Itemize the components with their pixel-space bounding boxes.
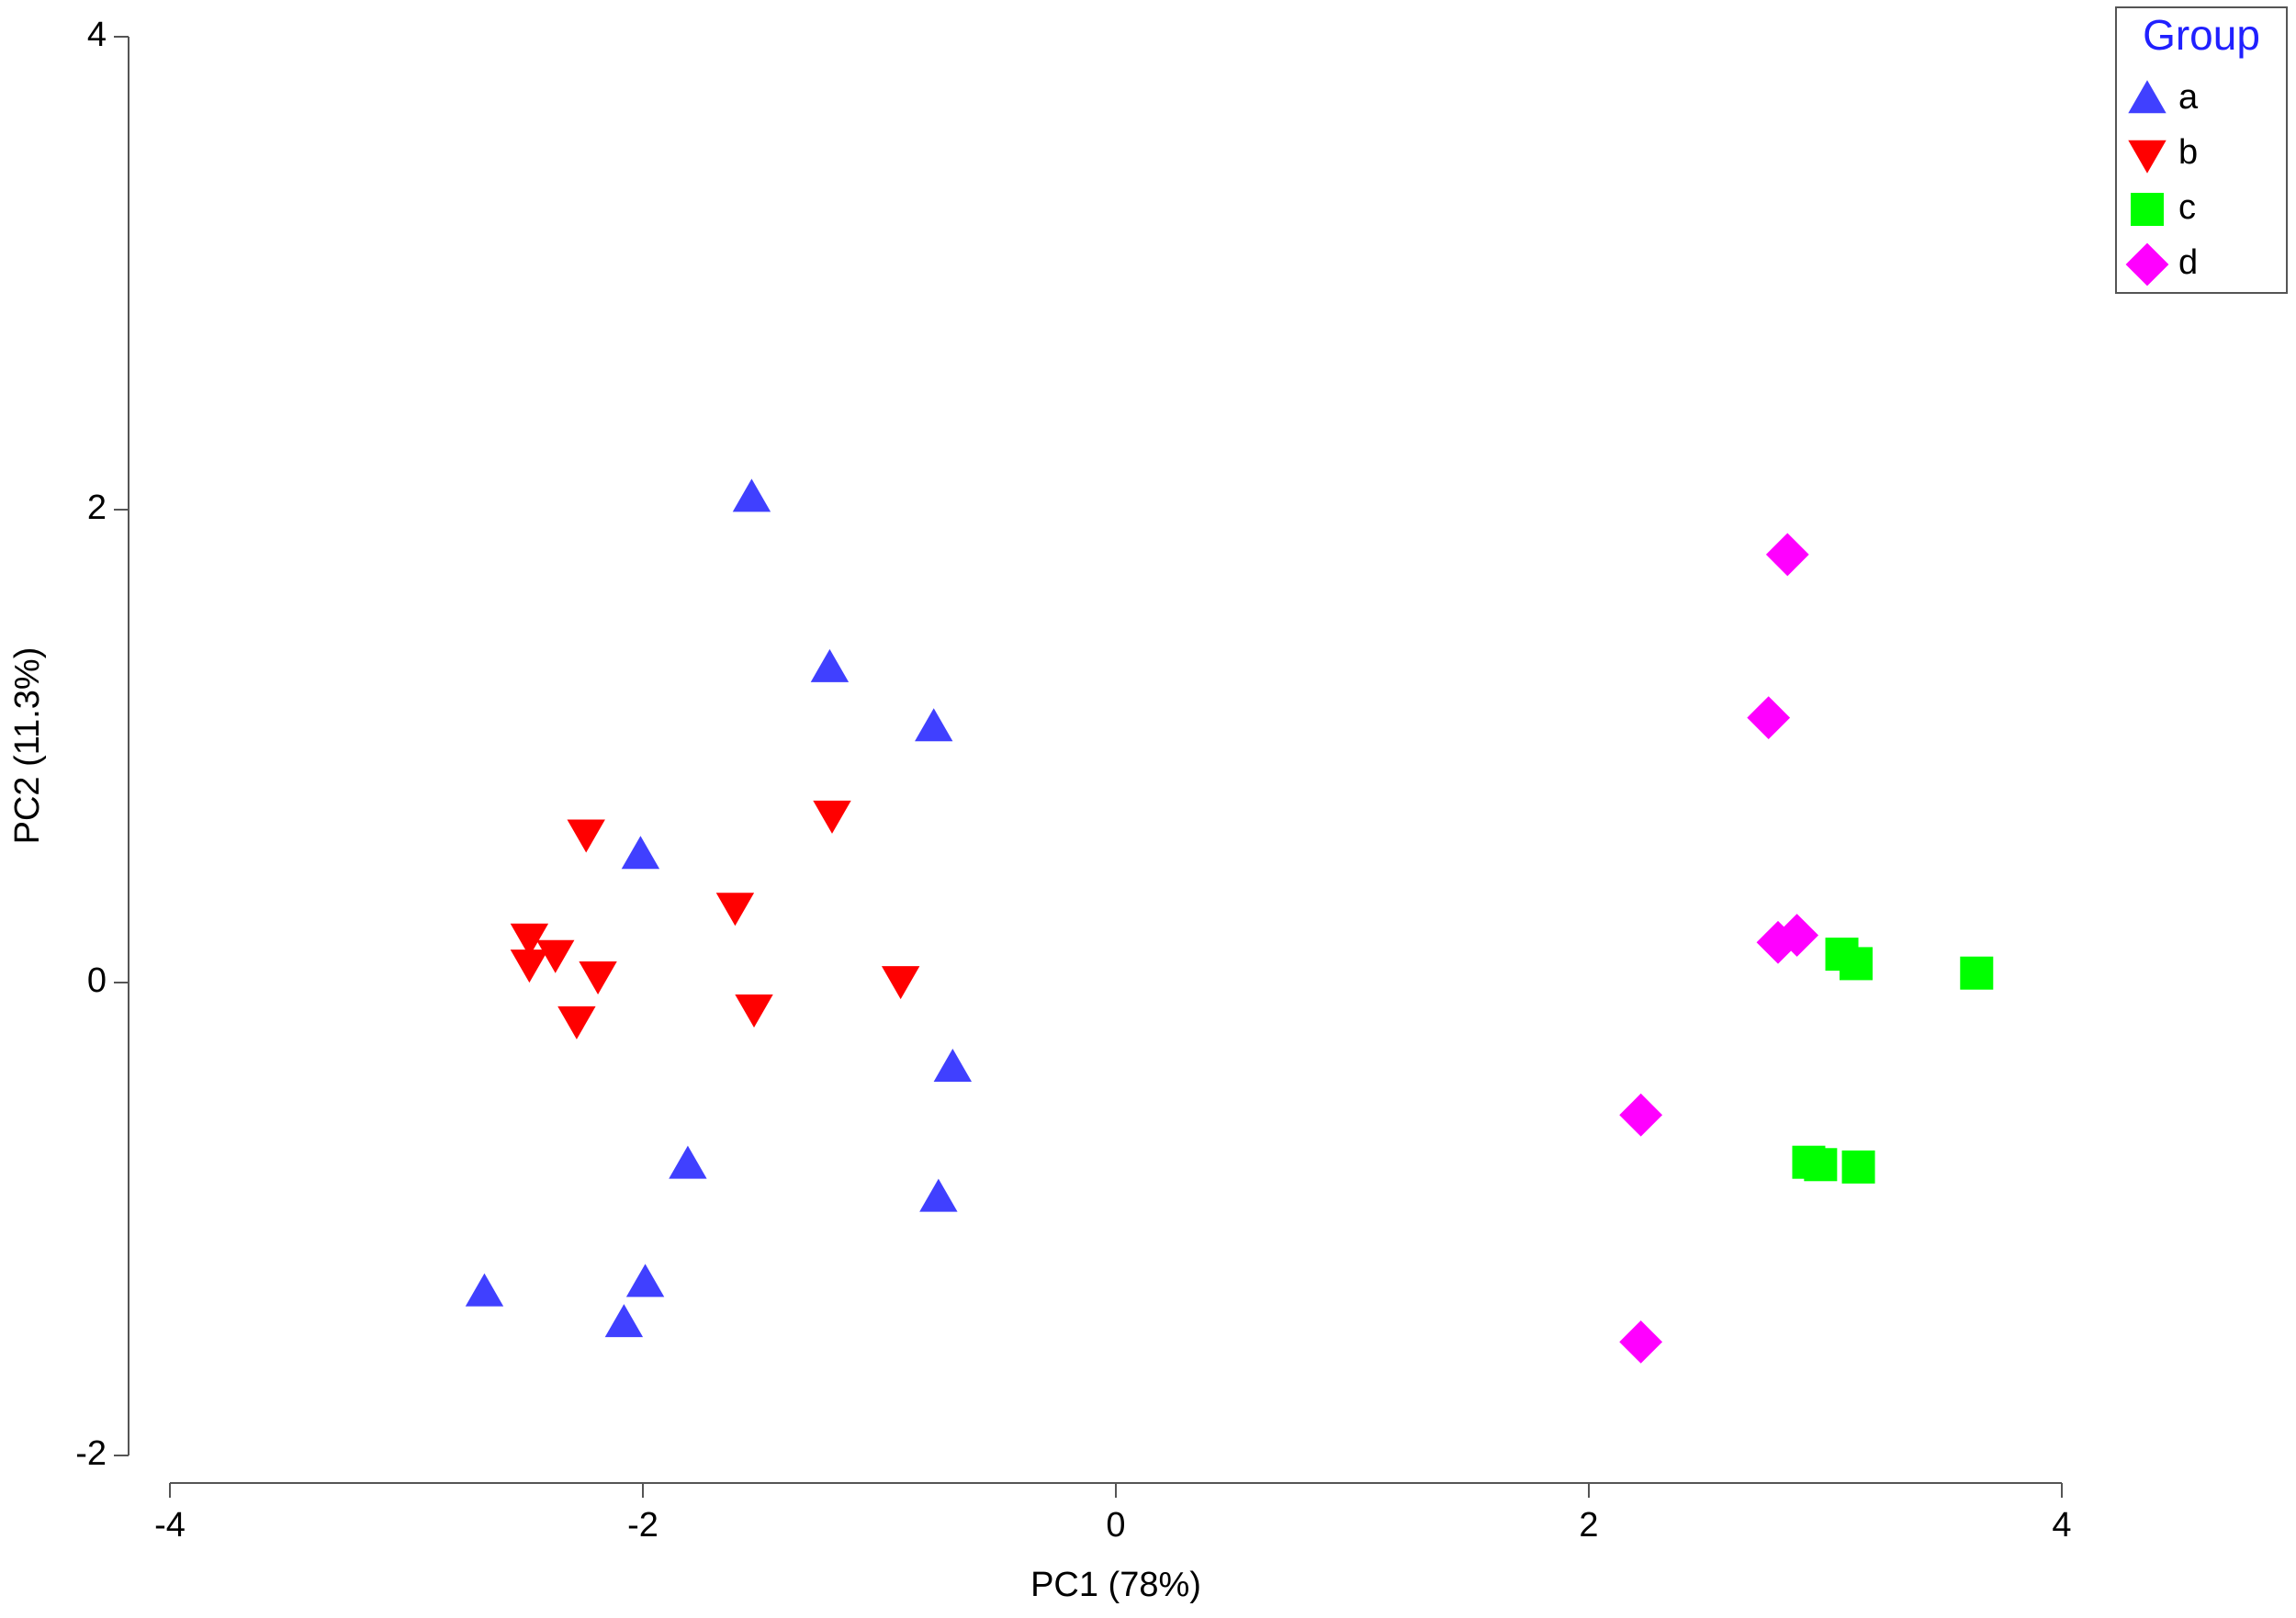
point [1841, 1150, 1875, 1184]
point [621, 836, 660, 870]
point [625, 1264, 665, 1298]
point [1765, 533, 1809, 577]
point [933, 1049, 973, 1082]
point [915, 708, 953, 742]
point [579, 961, 617, 994]
legend-label: c [2178, 188, 2196, 227]
point [604, 1304, 644, 1338]
point [1839, 947, 1873, 981]
point [1619, 1320, 1663, 1364]
x-axis-label: PC1 (78%) [1030, 1566, 1201, 1604]
legend-marker [2128, 140, 2167, 174]
point [810, 648, 850, 682]
point [735, 994, 773, 1028]
point [465, 1273, 504, 1307]
legend-marker [2125, 242, 2169, 287]
x-tick-label: -4 [154, 1506, 186, 1545]
y-tick-label: -2 [75, 1434, 107, 1473]
x-tick-label: 2 [1579, 1506, 1598, 1545]
y-tick-label: 2 [87, 489, 107, 527]
point [1804, 1148, 1838, 1182]
y-axis-label: PC2 (11.3%) [8, 647, 47, 845]
x-tick-label: 4 [2052, 1506, 2071, 1545]
legend-marker [2131, 193, 2164, 226]
legend-label: d [2178, 243, 2198, 282]
legend-title: Group [2143, 11, 2260, 59]
point [715, 893, 755, 927]
point [557, 1006, 596, 1039]
point [881, 966, 920, 1000]
point [1960, 956, 1994, 990]
point [732, 478, 771, 512]
point [1619, 1093, 1663, 1137]
x-tick-label: -2 [627, 1506, 658, 1545]
point [510, 923, 549, 957]
point [510, 949, 549, 983]
point [1747, 696, 1791, 739]
legend-label: a [2178, 78, 2199, 117]
point [669, 1145, 707, 1179]
x-tick-label: 0 [1106, 1506, 1125, 1545]
y-tick-label: 4 [87, 16, 107, 54]
point [813, 800, 851, 834]
point [1775, 914, 1818, 957]
point [919, 1178, 958, 1212]
y-tick-label: 0 [87, 961, 107, 1000]
point [567, 819, 605, 853]
point [536, 939, 575, 973]
legend-marker [2128, 80, 2167, 114]
legend-label: b [2178, 133, 2198, 172]
